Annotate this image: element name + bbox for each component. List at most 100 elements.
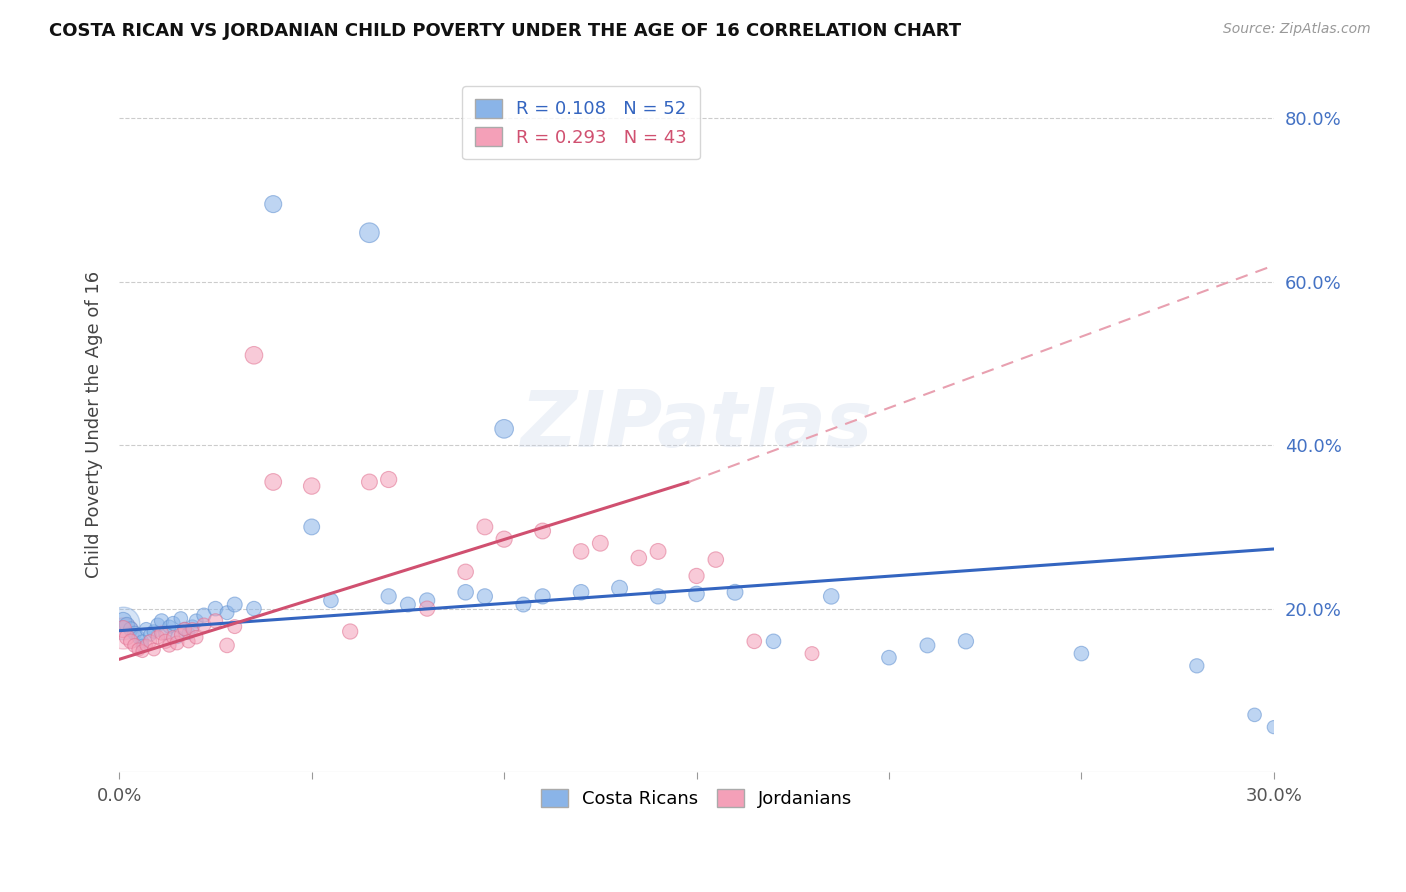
Point xyxy=(139,634,162,648)
Point xyxy=(112,626,135,640)
Point xyxy=(319,593,342,607)
Point xyxy=(124,639,146,653)
Point xyxy=(454,565,477,579)
Point xyxy=(512,598,534,612)
Point xyxy=(131,644,153,658)
Point xyxy=(224,619,246,633)
Point xyxy=(569,544,592,558)
Point xyxy=(917,639,939,653)
Point xyxy=(339,624,361,639)
Point xyxy=(112,622,135,636)
Point xyxy=(115,618,138,632)
Point xyxy=(112,616,135,631)
Point xyxy=(531,524,554,538)
Point xyxy=(162,616,184,631)
Point xyxy=(627,551,650,566)
Point xyxy=(820,590,842,604)
Point xyxy=(742,634,765,648)
Point xyxy=(396,598,419,612)
Point xyxy=(647,590,669,604)
Point xyxy=(146,630,169,644)
Point xyxy=(359,475,381,489)
Point xyxy=(1070,647,1092,661)
Point xyxy=(142,642,165,657)
Legend: Costa Ricans, Jordanians: Costa Ricans, Jordanians xyxy=(533,781,859,815)
Point xyxy=(142,624,165,639)
Point xyxy=(474,590,496,604)
Point xyxy=(359,226,381,240)
Point xyxy=(166,636,188,650)
Point xyxy=(204,614,226,628)
Point xyxy=(186,630,208,644)
Point xyxy=(416,601,439,615)
Point xyxy=(531,590,554,604)
Point xyxy=(166,630,188,644)
Point xyxy=(685,569,707,583)
Point xyxy=(704,552,727,566)
Point xyxy=(243,348,266,362)
Point xyxy=(173,622,195,636)
Point xyxy=(647,544,669,558)
Point xyxy=(120,634,142,648)
Point xyxy=(215,639,238,653)
Point xyxy=(155,634,177,648)
Point xyxy=(1185,658,1208,673)
Point xyxy=(955,634,977,648)
Point xyxy=(162,630,184,644)
Point xyxy=(135,622,157,636)
Point xyxy=(157,619,180,633)
Point xyxy=(762,634,785,648)
Point xyxy=(589,536,612,550)
Point xyxy=(186,614,208,628)
Point xyxy=(146,618,169,632)
Point xyxy=(115,630,138,644)
Point xyxy=(177,626,200,640)
Point xyxy=(454,585,477,599)
Point xyxy=(474,520,496,534)
Point xyxy=(301,479,323,493)
Point xyxy=(157,639,180,653)
Point xyxy=(139,628,162,642)
Point xyxy=(150,626,173,640)
Point xyxy=(131,634,153,648)
Point xyxy=(494,422,516,436)
Point xyxy=(801,647,824,661)
Point xyxy=(877,650,900,665)
Point xyxy=(135,639,157,653)
Point xyxy=(262,197,284,211)
Point xyxy=(262,475,284,489)
Point xyxy=(609,581,631,595)
Point xyxy=(724,585,747,599)
Point xyxy=(215,606,238,620)
Point xyxy=(193,608,215,623)
Point xyxy=(120,622,142,636)
Text: Source: ZipAtlas.com: Source: ZipAtlas.com xyxy=(1223,22,1371,37)
Point xyxy=(177,634,200,648)
Point xyxy=(181,619,204,633)
Point xyxy=(1263,720,1285,734)
Point xyxy=(131,639,153,653)
Text: COSTA RICAN VS JORDANIAN CHILD POVERTY UNDER THE AGE OF 16 CORRELATION CHART: COSTA RICAN VS JORDANIAN CHILD POVERTY U… xyxy=(49,22,962,40)
Point xyxy=(685,587,707,601)
Point xyxy=(204,601,226,615)
Point xyxy=(155,626,177,640)
Point xyxy=(494,532,516,546)
Point xyxy=(112,614,135,628)
Point xyxy=(150,614,173,628)
Point xyxy=(377,590,399,604)
Point xyxy=(128,630,150,644)
Y-axis label: Child Poverty Under the Age of 16: Child Poverty Under the Age of 16 xyxy=(86,271,103,578)
Point xyxy=(193,618,215,632)
Point xyxy=(173,622,195,636)
Point xyxy=(128,642,150,657)
Point xyxy=(181,622,204,636)
Point xyxy=(416,593,439,607)
Point xyxy=(170,611,193,625)
Point xyxy=(124,626,146,640)
Point xyxy=(1243,707,1265,722)
Text: ZIPatlas: ZIPatlas xyxy=(520,387,873,463)
Point xyxy=(569,585,592,599)
Point xyxy=(243,601,266,615)
Point xyxy=(170,628,193,642)
Point xyxy=(224,598,246,612)
